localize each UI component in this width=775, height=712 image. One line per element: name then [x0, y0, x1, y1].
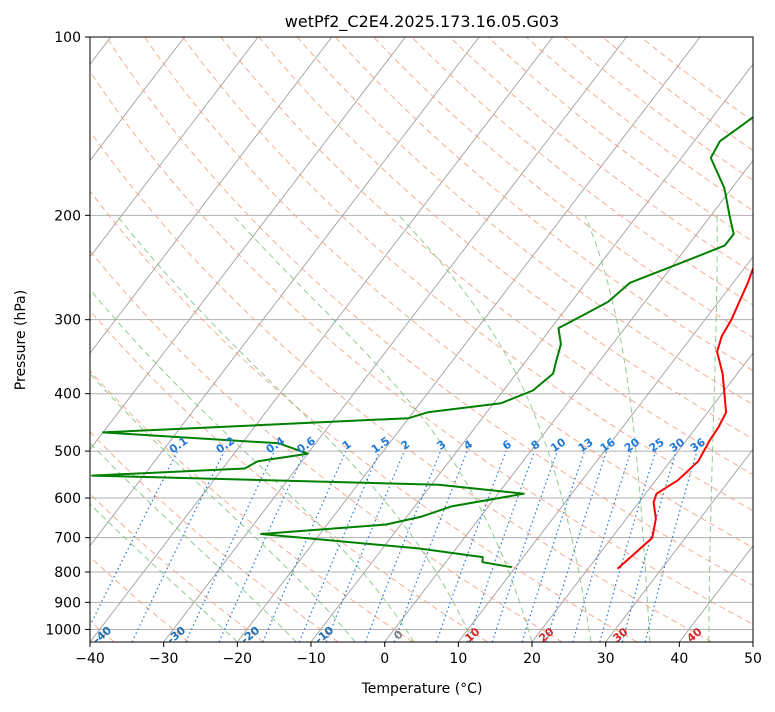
y-axis-title: Pressure (hPa)	[13, 290, 29, 390]
y-tick-label: 500	[54, 444, 81, 460]
x-tick-label: 20	[523, 651, 541, 667]
chart-title: wetPf2_C2E4.2025.173.16.05.G03	[285, 12, 559, 32]
y-tick-label: 400	[54, 387, 81, 403]
x-tick-label: −20	[223, 651, 253, 667]
y-tick-label: 1000	[45, 622, 81, 638]
y-tick-label: 600	[54, 491, 81, 507]
y-tick-label: 200	[54, 208, 81, 224]
x-tick-label: 0	[380, 651, 389, 667]
x-tick-label: 50	[744, 651, 762, 667]
x-tick-label: 30	[597, 651, 615, 667]
y-tick-label: 100	[54, 30, 81, 46]
x-tick-label: 40	[670, 651, 688, 667]
y-tick-label: 300	[54, 313, 81, 329]
x-tick-label: −10	[296, 651, 326, 667]
x-tick-label: −30	[149, 651, 179, 667]
y-tick-label: 800	[54, 565, 81, 581]
y-tick-label: 700	[54, 531, 81, 547]
x-tick-label: 10	[449, 651, 467, 667]
x-tick-label: −40	[75, 651, 105, 667]
y-tick-label: 900	[54, 595, 81, 611]
x-axis-title: Temperature (°C)	[361, 681, 483, 697]
